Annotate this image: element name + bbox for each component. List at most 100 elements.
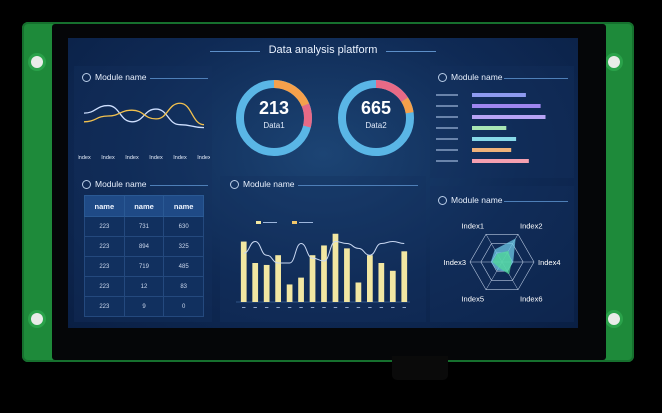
- table-header-cell: name: [84, 195, 125, 217]
- module-underline: [150, 185, 208, 186]
- table-cell: 223: [84, 296, 125, 317]
- module-underline: [150, 78, 208, 79]
- hbar-category-tick: [436, 160, 458, 162]
- bar: [378, 263, 385, 302]
- module-name: Module name: [451, 72, 503, 82]
- hbar-category-tick: [436, 138, 458, 140]
- series-line: [83, 102, 205, 126]
- table-cell: 223: [84, 276, 125, 297]
- table-header-row: name name name: [84, 195, 204, 217]
- bar: [389, 270, 396, 302]
- module-header: Module name: [82, 179, 147, 189]
- x-tick-mark: [276, 307, 280, 308]
- radar-axis-label: Index5: [461, 294, 484, 303]
- legend-swatch: [256, 221, 261, 224]
- table-cell: 894: [123, 236, 165, 257]
- dashboard-screen: Data analysis platform Module name Index…: [68, 38, 578, 328]
- module-circle-icon: [230, 179, 239, 189]
- hbar-category-tick: [436, 94, 458, 96]
- x-tick-mark: [287, 307, 292, 308]
- hbar-category-tick: [436, 116, 458, 118]
- ring-arc-orange: [236, 80, 312, 156]
- bar: [240, 241, 247, 302]
- hbar-bar: [472, 104, 541, 108]
- module-name: Module name: [95, 179, 147, 189]
- module-header: Module name: [438, 195, 503, 205]
- x-tick-label: Index: [125, 155, 139, 161]
- flex-connector: [392, 356, 448, 380]
- x-tick-mark: [345, 307, 349, 308]
- module-underline: [504, 78, 568, 79]
- module-name: Module name: [243, 179, 295, 189]
- ring-arc-pink: [338, 80, 414, 156]
- module-underline: [504, 201, 568, 202]
- series-line: [83, 104, 205, 129]
- table-row: 223 894 325: [84, 236, 204, 257]
- legend-label-mark: [299, 222, 313, 223]
- bar: [298, 277, 304, 302]
- radar-axis-label: Index2: [520, 222, 543, 231]
- table-cell: 630: [163, 216, 204, 237]
- bar-chart: [236, 221, 410, 308]
- bar: [367, 255, 373, 302]
- ring-value-2: 665: [360, 98, 392, 118]
- table-cell: 12: [123, 276, 165, 297]
- x-tick-mark: [310, 307, 315, 308]
- mount-hole: [31, 56, 43, 68]
- table-row: 223 12 83: [84, 276, 204, 297]
- table-cell: 0: [163, 296, 204, 317]
- line-chart: Index Index Index Index Index Index: [78, 102, 210, 161]
- module-underline: [298, 185, 418, 186]
- table-header-cell: name: [123, 195, 165, 217]
- table-cell: 719: [123, 256, 165, 277]
- bar: [355, 282, 362, 302]
- x-tick-mark: [242, 307, 246, 308]
- radar-chart: Index1 Index2 Index4 Index6 Index5 Index3: [443, 222, 560, 304]
- module-header: Module name: [230, 179, 295, 189]
- hbar-bar: [472, 93, 526, 97]
- hbar-bar: [472, 159, 529, 163]
- x-tick-mark: [356, 307, 361, 308]
- module-name: Module name: [95, 72, 147, 82]
- ring-arc-pink: [236, 80, 312, 156]
- table-cell: 731: [123, 216, 165, 237]
- radar-series-area: [492, 250, 512, 275]
- ring-chart-1: [236, 80, 312, 156]
- data-table: name name name 223 731 630 223 894 325 2…: [84, 195, 204, 317]
- mount-hole: [608, 313, 620, 325]
- bar: [275, 255, 281, 302]
- table-cell: 83: [163, 276, 204, 297]
- x-tick-label: Index: [197, 155, 210, 161]
- hbar-category-tick: [436, 149, 458, 151]
- x-tick-label: Index: [78, 155, 91, 161]
- ring-label-1: Data1: [263, 121, 285, 130]
- bar: [344, 248, 350, 302]
- table-cell: 223: [84, 216, 125, 237]
- x-tick-mark: [368, 307, 372, 308]
- title-line-right: [386, 51, 436, 52]
- hbar-category-tick: [436, 105, 458, 107]
- bar: [263, 264, 270, 302]
- bar: [401, 251, 408, 302]
- table-cell: 223: [84, 256, 125, 277]
- x-tick-mark: [264, 307, 269, 308]
- x-tick-mark: [322, 307, 326, 308]
- x-tick-label: Index: [173, 155, 187, 161]
- panel-line-chart: [74, 66, 212, 176]
- hbar-bar: [472, 115, 546, 119]
- table-cell: 9: [123, 296, 165, 317]
- x-tick-mark: [379, 307, 384, 308]
- module-circle-icon: [438, 195, 447, 205]
- trend-line: [243, 241, 405, 264]
- hbar-bar: [472, 137, 517, 141]
- bar: [321, 245, 327, 302]
- hbar-category-tick: [436, 127, 458, 129]
- module-circle-icon: [82, 179, 91, 189]
- ring-chart-2: [338, 80, 414, 156]
- radar-axis-label: Index6: [520, 294, 543, 303]
- bar: [309, 255, 316, 302]
- hbar-chart: [436, 93, 546, 163]
- table-header-cell: name: [163, 195, 204, 217]
- x-tick-mark: [391, 307, 395, 308]
- x-tick-mark: [299, 307, 303, 308]
